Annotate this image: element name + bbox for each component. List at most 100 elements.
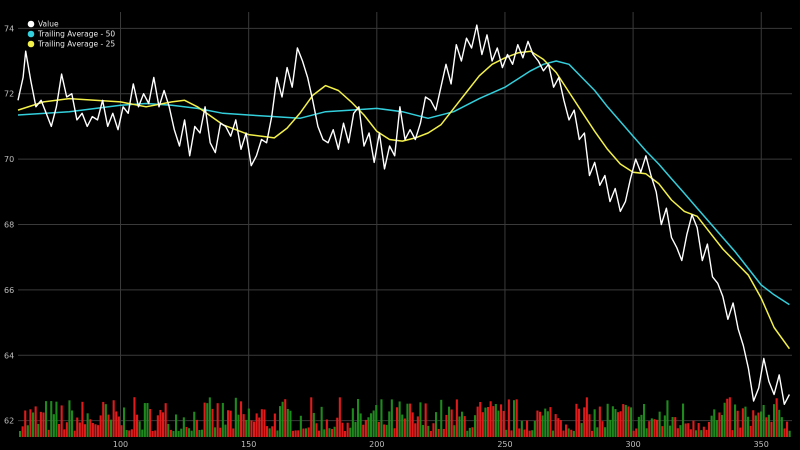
volume-bar: [731, 430, 734, 437]
volume-bar: [754, 415, 757, 437]
volume-bar: [617, 412, 620, 437]
volume-bar: [578, 408, 581, 437]
volume-bar: [588, 414, 591, 437]
volume-bar: [190, 430, 193, 437]
volume-bar: [370, 413, 373, 437]
volume-bar: [463, 416, 466, 437]
volume-bar: [762, 405, 765, 437]
volume-bar: [497, 410, 500, 437]
volume-bar: [575, 403, 578, 437]
volume-bar: [432, 423, 435, 437]
volume-bar: [658, 411, 661, 437]
volume-bar: [195, 419, 198, 437]
volume-bar: [557, 418, 560, 437]
volume-bar: [281, 401, 284, 437]
volume-bar: [398, 401, 401, 437]
volume-bar: [411, 412, 414, 437]
volume-bar: [367, 417, 370, 437]
volume-bar: [312, 412, 315, 437]
volume-bar: [146, 403, 149, 437]
volume-bar: [52, 414, 55, 437]
volume-bar: [245, 419, 248, 437]
series-line-value: [17, 24, 791, 405]
x-tick-label: 100: [113, 440, 128, 449]
volume-bar: [544, 408, 547, 437]
y-tick-label: 72: [4, 90, 14, 99]
volume-bar: [695, 430, 698, 437]
volume-bar: [89, 419, 92, 437]
volume-bar: [604, 427, 607, 437]
volume-bar: [201, 429, 204, 437]
volume-bar: [630, 407, 633, 437]
volume-bar: [747, 416, 750, 437]
volume-bar: [180, 428, 183, 437]
volume-bar: [172, 431, 175, 437]
volume-bar: [297, 430, 300, 437]
volume-bar: [422, 425, 425, 437]
volume-bar: [45, 401, 48, 437]
volume-bar: [409, 403, 412, 437]
volume-bar: [253, 421, 256, 437]
volume-bar: [637, 416, 640, 437]
volume-bar: [643, 404, 646, 437]
volume-bar: [323, 429, 326, 437]
volume-bar: [65, 422, 68, 437]
volume-bar: [164, 403, 167, 437]
volume-bar: [268, 428, 271, 437]
volume-bar: [788, 430, 791, 437]
volume-bar: [749, 425, 752, 437]
volume-bar: [117, 416, 120, 437]
volume-bar: [149, 409, 152, 437]
volume-bar: [715, 420, 718, 437]
volume-bar: [344, 430, 347, 437]
volume-bar: [29, 409, 32, 437]
volume-bar: [130, 429, 133, 437]
volume-bar: [310, 397, 313, 437]
volume-bar: [216, 403, 219, 437]
volume-bar: [224, 424, 227, 437]
volume-bar: [159, 409, 162, 437]
x-tick-label: 250: [497, 440, 512, 449]
volume-bar: [767, 414, 770, 437]
volume-bar: [546, 411, 549, 437]
volume-bar: [169, 429, 172, 437]
volume-bar: [39, 411, 42, 437]
y-tick-label: 74: [4, 24, 14, 33]
volume-bar: [468, 427, 471, 437]
volume-bar: [752, 410, 755, 437]
volume-bar: [437, 428, 440, 437]
volume-bar: [559, 419, 562, 437]
volume-bar: [229, 410, 232, 437]
volume-bar: [702, 426, 705, 437]
volume-bar: [523, 429, 526, 437]
volume-bar: [520, 420, 523, 437]
volume-bar: [619, 411, 622, 437]
volume-bar: [68, 400, 71, 437]
volume-bar: [383, 424, 386, 437]
volume-bar: [648, 421, 651, 437]
volume-bar: [128, 430, 131, 437]
volume-bar: [450, 409, 453, 437]
volume-bar: [279, 406, 282, 437]
volume-bar: [424, 403, 427, 437]
volume-bar: [73, 430, 76, 437]
volume-bar: [240, 401, 243, 437]
volume-bars: [19, 397, 791, 437]
volume-bar: [611, 406, 614, 437]
volume-bar: [255, 413, 258, 437]
volume-bar: [614, 409, 617, 437]
volume-bar: [357, 399, 360, 437]
volume-bar: [448, 406, 451, 437]
volume-bar: [427, 425, 430, 437]
volume-bar: [567, 428, 570, 437]
grid: [18, 12, 792, 437]
volume-bar: [403, 418, 406, 437]
volume-bar: [728, 397, 731, 437]
volume-bar: [37, 423, 40, 437]
volume-bar: [419, 402, 422, 437]
volume-bar: [705, 429, 708, 437]
volume-bar: [182, 417, 185, 437]
volume-bar: [689, 429, 692, 437]
volume-bar: [237, 414, 240, 437]
x-tick-label: 350: [754, 440, 769, 449]
